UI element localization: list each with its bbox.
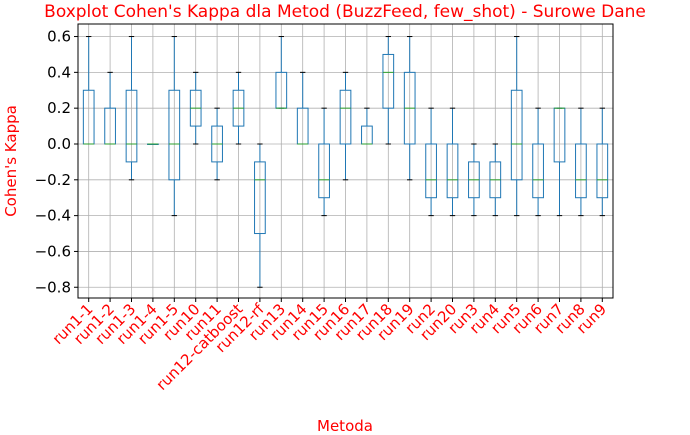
- box-run7: [553, 107, 566, 217]
- box-iqr: [596, 143, 609, 199]
- box-run3: [468, 143, 480, 217]
- box-run2: [425, 107, 437, 217]
- box-run11: [211, 107, 223, 181]
- box-run12-rf: [254, 143, 266, 288]
- box-iqr: [425, 143, 437, 199]
- box-run18: [382, 36, 395, 145]
- boxes: [82, 36, 609, 288]
- box-run1-3: [125, 36, 138, 181]
- box-run1-2: [104, 71, 116, 145]
- box-iqr: [254, 161, 266, 235]
- box-run10: [189, 71, 202, 145]
- y-tick-label: −0.8: [35, 278, 71, 296]
- y-tick-label: 0.6: [47, 28, 71, 46]
- box-iqr: [125, 89, 138, 163]
- box-iqr: [168, 89, 181, 181]
- box-run1-5: [168, 36, 181, 217]
- box-iqr: [339, 89, 352, 145]
- box-run14: [296, 71, 309, 145]
- box-run9: [596, 107, 609, 217]
- box-iqr: [318, 143, 330, 199]
- x-axis-ticks: run1-1run1-2run1-3run1-4run1-5run10run11…: [49, 298, 610, 394]
- box-run17: [361, 107, 373, 145]
- box-run4: [489, 143, 502, 217]
- box-run5: [510, 36, 523, 217]
- y-axis-label: Cohen's Kappa: [2, 105, 20, 217]
- y-tick-label: −0.6: [35, 242, 71, 260]
- grid: [78, 24, 613, 298]
- y-tick-label: −0.2: [35, 171, 71, 189]
- box-run8: [575, 107, 587, 217]
- box-iqr: [575, 143, 587, 199]
- x-axis-label: Metoda: [317, 417, 373, 435]
- box-iqr: [532, 143, 544, 199]
- y-tick-label: 0.2: [47, 99, 71, 117]
- box-run16: [339, 71, 352, 181]
- y-tick-label: −0.4: [35, 207, 71, 225]
- box-run1-1: [82, 36, 95, 145]
- box-run12-catboost: [232, 71, 245, 145]
- box-iqr: [382, 53, 395, 109]
- box-iqr: [510, 89, 523, 181]
- y-tick-label: 0.4: [47, 63, 71, 81]
- box-iqr: [446, 143, 459, 199]
- box-run20: [446, 107, 459, 217]
- box-run6: [532, 107, 544, 217]
- y-tick-label: 0.0: [47, 135, 71, 153]
- y-axis-ticks: −0.8 −0.6 −0.4 −0.2 0.0 0.2 0.4 0.6: [35, 28, 78, 296]
- box-run1-4: [147, 143, 159, 145]
- box-run15: [318, 107, 330, 217]
- chart-title: Boxplot Cohen's Kappa dla Metod (BuzzFee…: [44, 2, 646, 22]
- box-run13: [275, 36, 288, 109]
- box-run19: [403, 36, 416, 181]
